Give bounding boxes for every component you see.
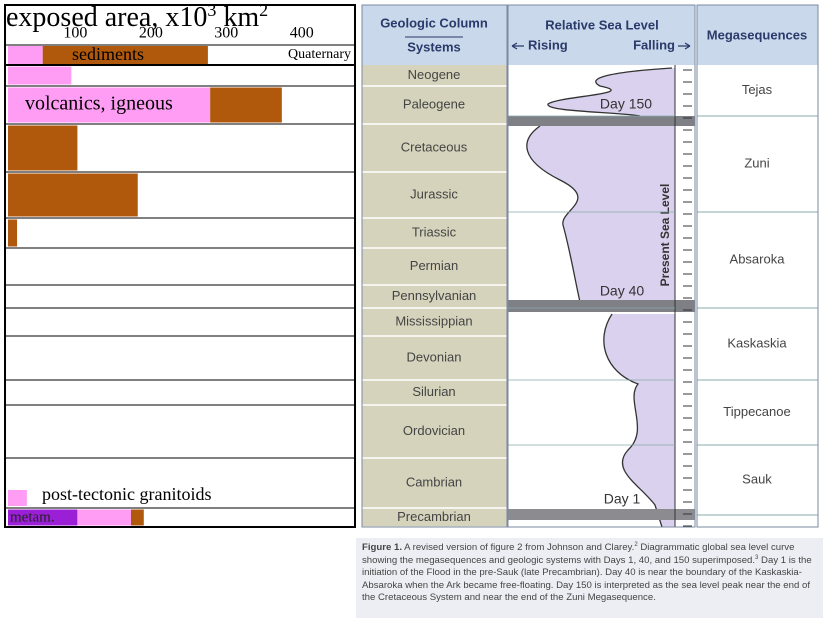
geo-header-sub: Systems [407, 39, 460, 54]
bar [8, 509, 78, 526]
bar [8, 87, 211, 123]
day-label: Day 40 [600, 283, 645, 299]
mega-header-bg [697, 5, 818, 65]
ref: 3 [755, 554, 759, 561]
system-name: Jurassic [410, 186, 458, 201]
area-title: exposed area, x103 km2 [6, 0, 268, 33]
megasequence-name: Tippecanoe [723, 404, 790, 419]
day-label: Day 150 [600, 96, 652, 112]
x-tick-label: 100 [63, 25, 87, 42]
megasequence-name: Sauk [742, 471, 772, 486]
falling-label: Falling [633, 37, 675, 52]
sediments-label: sediments [72, 44, 144, 64]
day-label: Day 1 [604, 491, 641, 507]
system-name: Devonian [407, 349, 462, 364]
day-band [508, 116, 695, 126]
panel-border [696, 4, 819, 528]
sea-fill [547, 68, 675, 116]
system-name: Mississippian [395, 313, 472, 328]
bar [77, 509, 131, 526]
arrows [511, 42, 691, 50]
panel-border [507, 4, 696, 528]
bar [8, 125, 78, 171]
x-tick-label: 300 [214, 25, 238, 42]
geo-header-bg [362, 5, 507, 65]
megasequence-name: Zuni [744, 155, 769, 170]
bar [8, 219, 18, 247]
bar [8, 46, 43, 65]
geo-header: Geologic Column [380, 15, 488, 30]
megasequence-name: Absaroka [730, 251, 786, 266]
present-label: Present Sea Level [658, 184, 672, 287]
system-name: Triassic [412, 224, 457, 239]
volcanics-label: volcanics, igneous [25, 93, 173, 115]
sea-fill [603, 314, 675, 527]
bar [130, 509, 144, 526]
caption-text: A revised version of figure 2 from Johns… [401, 542, 635, 553]
system-name: Paleogene [403, 96, 465, 111]
megasequence-name: Kaskaskia [727, 335, 787, 350]
caption-text: Diagrammatic global sea level curve show… [362, 542, 795, 566]
bar [8, 490, 27, 506]
system-name: Cretaceous [401, 139, 468, 154]
day-band [508, 300, 695, 312]
megasequence-name: Tejas [742, 82, 773, 97]
day-band [508, 509, 695, 520]
panel-border [4, 4, 356, 528]
granitoids-label: post-tectonic granitoids [42, 484, 211, 504]
caption: Figure 1. A revised version of figure 2 … [356, 538, 823, 618]
system-name: Cambrian [406, 474, 462, 489]
bar [8, 66, 72, 85]
system-name: Silurian [412, 384, 455, 399]
system-name: Permian [410, 258, 458, 273]
bar [42, 46, 208, 65]
geo-body-bg [362, 65, 507, 527]
ref: 2 [634, 541, 638, 548]
rising-label: Rising [528, 37, 568, 52]
system-name: Neogene [408, 67, 461, 82]
system-name: Pennsylvanian [392, 288, 477, 303]
sea-fill [526, 126, 675, 302]
system-name: Precambrian [397, 509, 471, 524]
caption-text: Day 1 is the initiation of the Flood in … [362, 554, 812, 604]
quaternary-label: Quaternary [288, 47, 351, 62]
mega-header: Megasequences [707, 27, 807, 42]
caption-label: Figure 1. [362, 542, 402, 553]
bar [8, 173, 138, 217]
x-tick-label: 400 [290, 25, 314, 42]
metam-label: metam. [10, 509, 55, 525]
bar [210, 87, 282, 123]
system-name: Ordovician [403, 423, 465, 438]
x-tick-label: 200 [139, 25, 163, 42]
sea-header-bg [508, 5, 695, 65]
figure: exposed area, x103 km2 Geologic Column S… [4, 0, 819, 528]
sea-curve [526, 67, 673, 528]
sea-header: Relative Sea Level [545, 17, 658, 32]
panel-border [361, 4, 508, 528]
